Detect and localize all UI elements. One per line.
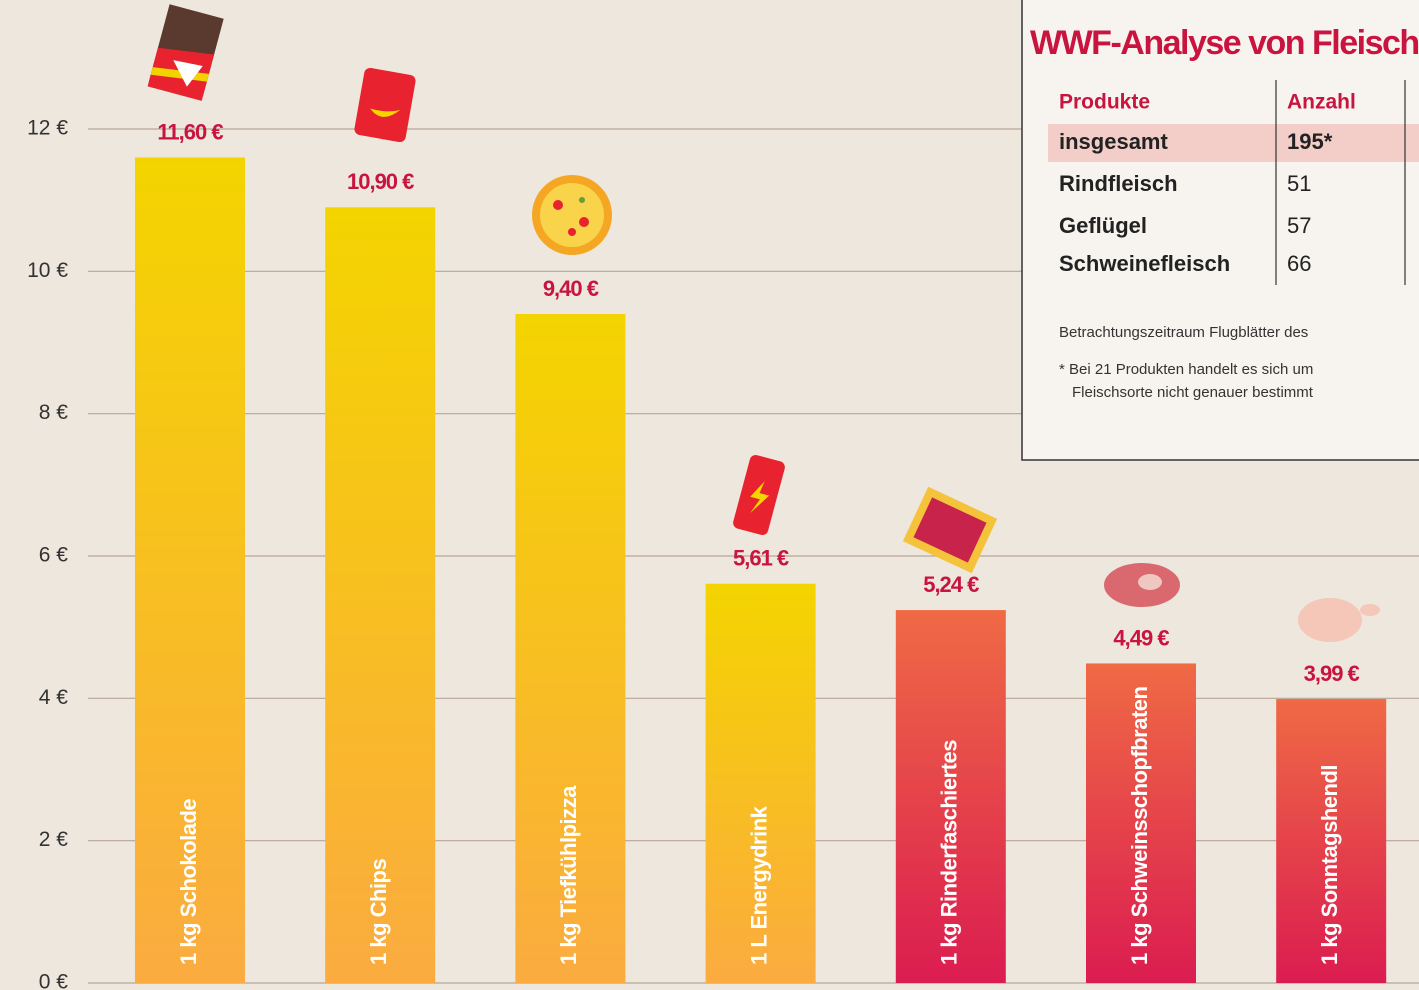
category-label: 1 kg Sonntagshendl [1317, 765, 1342, 965]
page: {"chart_data": {"type": "bar", "categori… [0, 0, 1419, 990]
y-tick-label: 8 € [39, 401, 69, 424]
value-label: 5,24 € [923, 572, 979, 597]
y-tick-label: 12 € [27, 117, 68, 140]
table-title: WWF-Analyse von Fleischr [1030, 24, 1419, 62]
value-label: 5,61 € [733, 546, 789, 571]
category-label: 1 kg Schokolade [176, 799, 201, 965]
y-tick-label: 6 € [39, 544, 69, 567]
table-cell: Rindfleisch [1059, 171, 1178, 196]
table-cell: Schweinefleisch [1059, 251, 1230, 276]
y-tick-label: 2 € [39, 828, 69, 851]
note: Betrachtungszeitraum Flugblätter des [1059, 324, 1308, 341]
category-label: 1 kg Tiefkühlpizza [556, 785, 581, 965]
y-tick-label: 10 € [27, 259, 68, 282]
table-cell: 57 [1287, 213, 1311, 238]
category-label: 1 kg Rinderfaschiertes [937, 740, 962, 965]
category-label: 1 L Energydrink [746, 805, 771, 965]
note: * Bei 21 Produkten handelt es sich um [1059, 361, 1313, 378]
table-cell: Geflügel [1059, 213, 1147, 238]
y-tick-label: 4 € [39, 686, 69, 709]
y-tick-label: 0 € [39, 971, 69, 990]
info-box: WWF-Analyse von Fleischr Produkte Anzahl… [1022, 0, 1419, 460]
table-header: Anzahl [1287, 91, 1356, 114]
table-cell: 66 [1287, 251, 1311, 276]
value-label: 10,90 € [347, 169, 414, 194]
chart: 0 € 2 € 4 € 6 € 8 € 10 € 12 € 11,60 € 1 kg Scho… [0, 0, 1419, 990]
table-header: Produkte [1059, 91, 1150, 114]
value-label: 9,40 € [543, 276, 599, 301]
note: Fleischsorte nicht genauer bestimmt [1072, 384, 1314, 401]
value-label: 3,99 € [1304, 661, 1360, 686]
table-cell: insgesamt [1059, 129, 1168, 154]
category-label: 1 kg Chips [366, 858, 391, 965]
table-cell: 195* [1287, 129, 1333, 154]
category-label: 1 kg Schweinsschopfbraten [1127, 686, 1152, 965]
value-label: 11,60 € [157, 119, 223, 144]
value-label: 4,49 € [1113, 625, 1169, 650]
table-cell: 51 [1287, 171, 1311, 196]
